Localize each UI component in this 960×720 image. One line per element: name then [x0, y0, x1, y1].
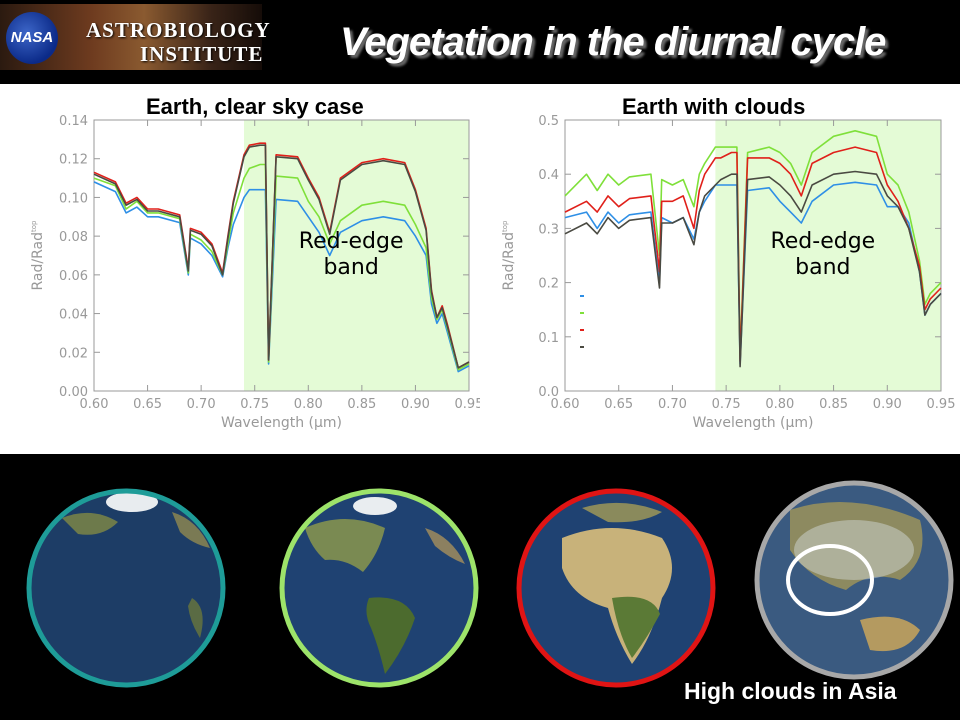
x-axis-label: Wavelength (μm) — [221, 415, 342, 431]
globe-americas-image — [279, 488, 479, 688]
y-tick-label: 0.10 — [59, 191, 88, 206]
x-tick-label: 0.80 — [765, 397, 794, 412]
slide-header: NASA ASTROBIOLOGY INSTITUTE Vegetation i… — [0, 0, 960, 84]
globe-pacific-image — [26, 488, 226, 688]
high-clouds-caption: High clouds in Asia — [684, 678, 897, 704]
y-tick-label: 0.08 — [59, 230, 88, 245]
band-label-line2: band — [323, 255, 378, 280]
x-tick-label: 0.90 — [873, 397, 902, 412]
series-line-green — [564, 129, 942, 360]
x-tick-label: 0.95 — [455, 397, 480, 412]
plot-frame — [564, 119, 942, 392]
globe-americas — [275, 488, 483, 688]
clear-sky-chart: 0.60 0.65 0.70 0.75 0.80 0.85 0.90 0.95 0.00 0.02… — [30, 114, 480, 431]
x-tick-label: 0.95 — [927, 397, 956, 412]
x-tick-label: 0.90 — [401, 397, 430, 412]
x-tick-label: 0.85 — [819, 397, 848, 412]
y-tick-label: 0.14 — [59, 114, 88, 129]
slide-title: Vegetation in the diurnal cycle — [340, 20, 886, 64]
globe-africa-image — [516, 488, 716, 688]
chart-title-left: Earth, clear sky case — [146, 94, 364, 119]
x-axis-label: Wavelength (μm) — [693, 415, 814, 431]
globe-ring — [754, 480, 954, 680]
x-tick-label: 0.80 — [294, 397, 323, 412]
globe-africa — [512, 488, 720, 688]
chart-title-right: Earth with clouds — [622, 94, 806, 119]
x-tick-label: 0.60 — [80, 397, 109, 412]
globe-pacific — [22, 488, 230, 688]
nasa-meatball-icon: NASA — [6, 12, 58, 64]
y-tick-label: 0.04 — [59, 308, 88, 323]
y-tick-label: 0.02 — [59, 346, 88, 361]
y-axis-label: Rad/Radtop — [501, 220, 517, 291]
globe-ring — [26, 488, 226, 688]
logo-line-1: ASTROBIOLOGY — [86, 18, 271, 42]
nasa-astrobiology-logo: NASA ASTROBIOLOGY INSTITUTE — [0, 4, 270, 70]
x-tick-label: 0.75 — [712, 397, 741, 412]
band-label-line1: Red-edge — [770, 229, 875, 254]
asia-highlight-circle — [786, 544, 874, 616]
logo-line-2: INSTITUTE — [140, 42, 264, 66]
y-tick-label: 0.0 — [538, 385, 559, 400]
red-edge-band — [244, 120, 469, 391]
band-label-line2: band — [795, 255, 850, 280]
y-tick-label: 0.06 — [59, 269, 88, 284]
y-tick-label: 0.4 — [538, 168, 559, 183]
globe-asia-image — [754, 480, 954, 680]
series-line-dark — [93, 144, 470, 369]
x-tick-label: 0.85 — [347, 397, 376, 412]
plot-frame — [93, 119, 470, 392]
y-axis-label: Rad/Radtop — [30, 220, 46, 291]
y-tick-label: 0.3 — [538, 222, 559, 237]
globe-asia — [750, 480, 958, 680]
x-tick-label: 0.65 — [604, 397, 633, 412]
globe-ring — [516, 488, 716, 688]
x-tick-label: 0.60 — [551, 397, 580, 412]
red-edge-band — [715, 120, 941, 391]
x-tick-label: 0.75 — [240, 397, 269, 412]
y-tick-label: 0.12 — [59, 153, 88, 168]
y-tick-label: 0.1 — [538, 331, 559, 346]
cloudy-chart: 0.60 0.65 0.70 0.75 0.80 0.85 0.90 0.95 0.0 0.1 0.… — [501, 114, 956, 431]
band-label-line1: Red-edge — [299, 229, 404, 254]
x-tick-label: 0.70 — [658, 397, 687, 412]
globe-ring — [279, 488, 479, 688]
y-tick-label: 0.5 — [538, 114, 559, 129]
x-tick-label: 0.65 — [133, 397, 162, 412]
series-line-dark — [564, 170, 942, 368]
y-tick-label: 0.2 — [538, 277, 559, 292]
y-tick-label: 0.00 — [59, 385, 88, 400]
x-tick-label: 0.70 — [187, 397, 216, 412]
nasa-logo-text: NASA — [10, 29, 54, 46]
series-line-red — [564, 146, 942, 363]
